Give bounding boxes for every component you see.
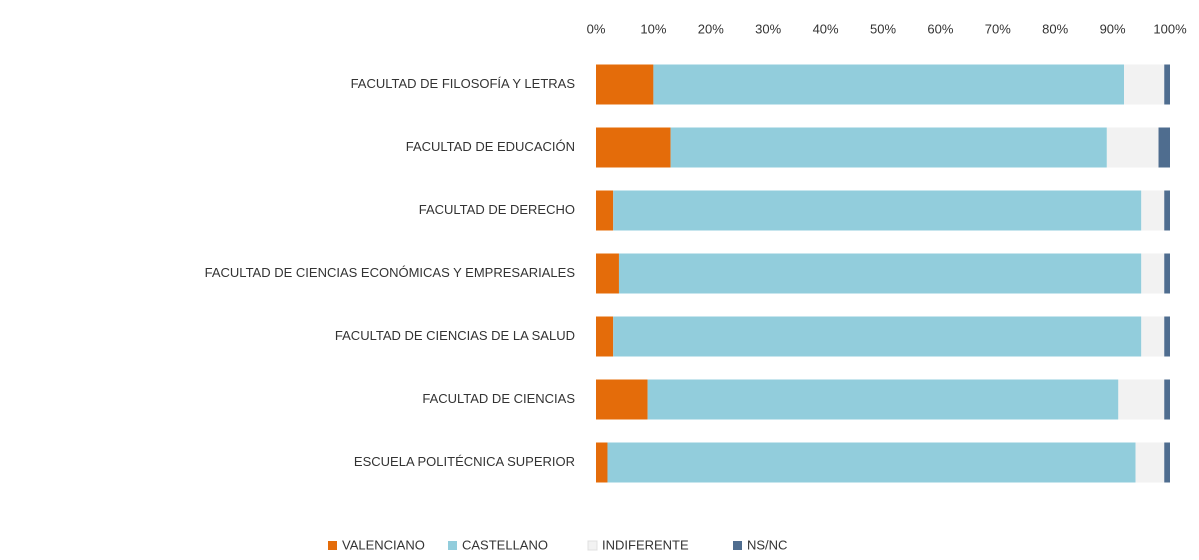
bar-segment <box>653 64 1125 105</box>
bar-segment <box>596 127 671 168</box>
bar-segment <box>1141 316 1165 357</box>
x-tick-label: 60% <box>927 21 953 36</box>
x-tick-label: 40% <box>813 21 839 36</box>
bar-segment <box>1118 379 1165 420</box>
category-label: FACULTAD DE DERECHO <box>419 202 575 217</box>
bar-segment <box>613 316 1142 357</box>
bar-segment <box>1141 190 1165 231</box>
x-tick-label: 70% <box>985 21 1011 36</box>
category-label: FACULTAD DE CIENCIAS <box>422 391 575 406</box>
bar-segment <box>596 442 608 483</box>
category-label: FACULTAD DE EDUCACIÓN <box>406 139 575 154</box>
bar-segment <box>1158 127 1170 168</box>
legend-swatch <box>448 541 457 550</box>
bar-segment <box>618 253 1142 294</box>
legend-swatch <box>733 541 742 550</box>
bar-segment <box>1135 442 1165 483</box>
legend-swatch <box>587 540 598 551</box>
category-label: FACULTAD DE FILOSOFÍA Y LETRAS <box>351 76 576 91</box>
x-tick-label: 30% <box>755 21 781 36</box>
bar-segment <box>647 379 1119 420</box>
bar-segment <box>1164 190 1170 231</box>
bar-segment <box>596 316 614 357</box>
bar-segment <box>1164 253 1170 294</box>
bar-segment <box>1164 379 1170 420</box>
bar-segment <box>1141 253 1165 294</box>
legend-label: NS/NC <box>747 537 787 552</box>
category-label: FACULTAD DE CIENCIAS ECONÓMICAS Y EMPRES… <box>205 265 576 280</box>
bar-segment <box>596 190 614 231</box>
bar-segment <box>613 190 1142 231</box>
legend-label: VALENCIANO <box>342 537 425 552</box>
x-tick-label: 100% <box>1153 21 1187 36</box>
bar-segment <box>670 127 1107 168</box>
bar-segment <box>1106 127 1159 168</box>
x-tick-label: 90% <box>1100 21 1126 36</box>
category-label: ESCUELA POLITÉCNICA SUPERIOR <box>354 454 575 469</box>
x-tick-label: 80% <box>1042 21 1068 36</box>
legend-label: INDIFERENTE <box>602 537 689 552</box>
x-tick-label: 10% <box>640 21 666 36</box>
bar-segment <box>1164 64 1170 105</box>
legend-label: CASTELLANO <box>462 537 548 552</box>
bar-segment <box>1164 442 1170 483</box>
bar-segment <box>596 64 654 105</box>
bar-segment <box>607 442 1136 483</box>
bar-segment <box>1164 316 1170 357</box>
bar-segment <box>596 379 648 420</box>
bar-segment <box>1124 64 1165 105</box>
category-label: FACULTAD DE CIENCIAS DE LA SALUD <box>335 328 575 343</box>
x-tick-label: 20% <box>698 21 724 36</box>
legend-swatch <box>328 541 337 550</box>
x-tick-label: 0% <box>587 21 606 36</box>
x-tick-label: 50% <box>870 21 896 36</box>
bar-segment <box>596 253 619 294</box>
